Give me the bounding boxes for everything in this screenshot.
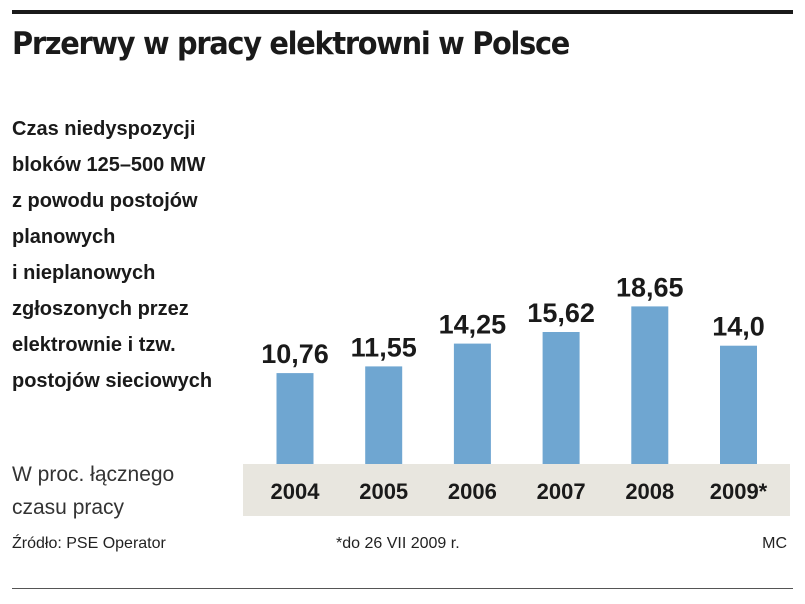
value-label: 11,55 xyxy=(351,332,417,362)
description-line: elektrownie i tzw. xyxy=(12,334,176,356)
value-label: 14,25 xyxy=(439,310,507,340)
unit-line: czasu pracy xyxy=(12,496,125,519)
category-label: 2004 xyxy=(271,479,321,504)
author-initials: MC xyxy=(762,535,787,552)
source-note: Źródło: PSE Operator xyxy=(12,535,166,552)
bottom-rule xyxy=(12,588,793,589)
description-line: Czas niedyspozycji xyxy=(12,118,196,140)
bar-2006 xyxy=(453,343,491,464)
bar-2004 xyxy=(276,373,314,464)
category-label: 2005 xyxy=(359,479,408,504)
description-line: i nieplanowych xyxy=(12,262,156,284)
chart-description: Czas niedyspozycji bloków 125–500 MW z p… xyxy=(12,111,212,399)
category-label: 2009* xyxy=(710,479,768,504)
category-label: 2008 xyxy=(625,479,674,504)
description-line: z powodu postojów xyxy=(12,190,198,212)
category-label: 2006 xyxy=(448,479,497,504)
value-label: 14,0 xyxy=(712,312,765,342)
bar-2005 xyxy=(365,366,403,464)
description-line: bloków 125–500 MW xyxy=(12,154,206,176)
bar-2007 xyxy=(542,332,580,464)
top-rule xyxy=(12,10,793,14)
chart-title: Przerwy w pracy elektrowni w Polsce xyxy=(12,26,570,62)
category-band xyxy=(243,464,790,516)
value-label: 15,62 xyxy=(527,298,595,328)
bar-2009 xyxy=(720,345,757,464)
description-line: planowych xyxy=(12,226,116,248)
value-labels-group: 10,76 11,55 14,25 15,62 18,65 14,0 xyxy=(261,272,765,369)
unit-line: W proc. łącznego xyxy=(12,463,175,486)
unit-label: W proc. łącznego czasu pracy xyxy=(12,458,174,524)
value-label: 10,76 xyxy=(261,339,329,369)
description-line: zgłoszonych przez xyxy=(12,298,189,320)
bar-2008 xyxy=(631,306,669,464)
category-label: 2007 xyxy=(537,479,586,504)
footnote: *do 26 VII 2009 r. xyxy=(336,535,460,552)
value-label: 18,65 xyxy=(616,272,684,302)
category-labels-group: 2004 2005 2006 2007 2008 2009* xyxy=(271,479,768,504)
bars-group xyxy=(276,306,757,464)
description-line: postojów sieciowych xyxy=(12,370,213,392)
